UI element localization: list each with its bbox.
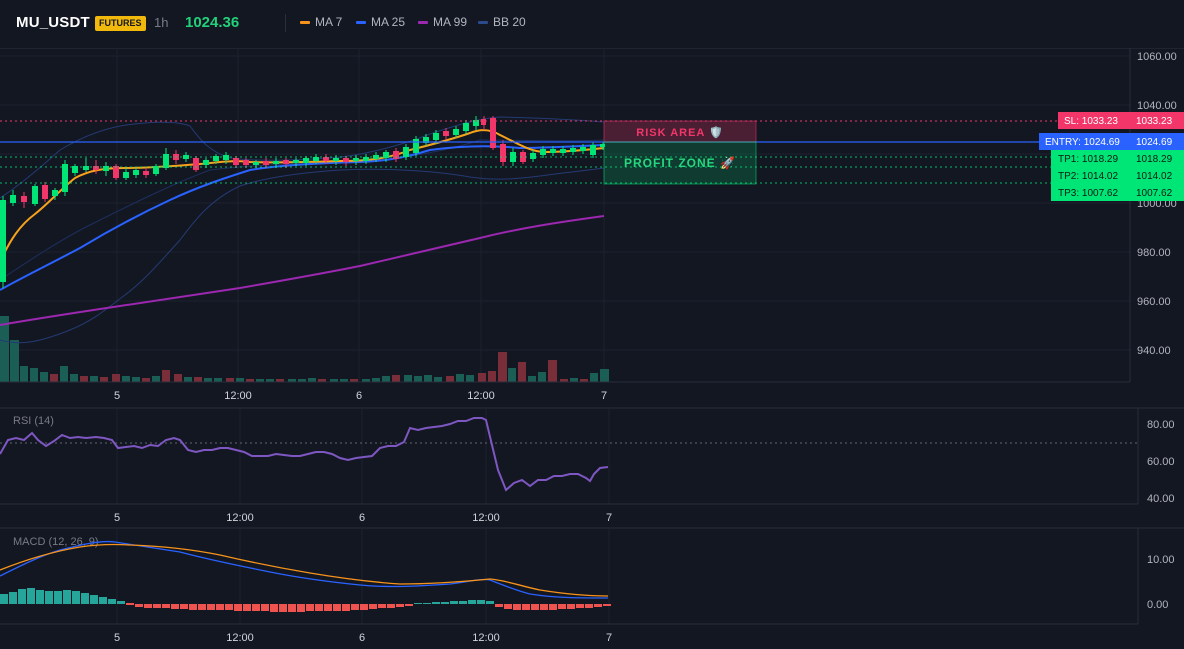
price-tick: 1060.00: [1137, 51, 1177, 63]
time-tick: 12:00: [226, 632, 254, 644]
sl-label: SL: 1033.23: [1064, 116, 1118, 127]
tp3-price-box[interactable]: [1129, 184, 1184, 201]
time-tick: 12:00: [467, 390, 495, 402]
entry-price: 1024.69: [1136, 137, 1173, 148]
header-divider: [285, 14, 286, 32]
time-tick: 5: [114, 632, 120, 644]
time-tick: 12:00: [472, 512, 500, 524]
time-tick: 5: [114, 512, 120, 524]
price-tick: 1040.00: [1137, 100, 1177, 112]
time-tick: 5: [114, 390, 120, 402]
bb20-swatch-icon: [478, 20, 488, 24]
time-tick: 6: [359, 632, 365, 644]
tp2-price-box[interactable]: [1129, 167, 1184, 184]
ma25-swatch-icon: [356, 20, 366, 24]
price-axis[interactable]: 1060.00 1040.00 1000.00 980.00 960.00 94…: [1129, 48, 1177, 382]
rsi-tick: 40.00: [1147, 493, 1175, 505]
timeframe-label[interactable]: 1h: [154, 15, 169, 30]
tp1-label: TP1: 1018.29: [1058, 154, 1118, 165]
time-tick: 12:00: [472, 632, 500, 644]
rsi-title: RSI (14): [13, 415, 54, 427]
legend-ma99[interactable]: MA 99: [418, 15, 467, 29]
tp3-price: 1007.62: [1136, 188, 1173, 199]
price-grid: [0, 48, 1130, 382]
tp1-label-box[interactable]: [1051, 150, 1129, 167]
futures-badge: FUTURES: [95, 16, 146, 31]
legend-ma7[interactable]: MA 7: [300, 15, 342, 29]
tp1-price-box[interactable]: [1129, 150, 1184, 167]
macd-tick: 10.00: [1147, 554, 1175, 566]
macd-signal-line[interactable]: [0, 543, 609, 597]
profit-zone-label: PROFIT ZONE 🚀: [624, 156, 736, 170]
sl-label-box[interactable]: [1058, 112, 1129, 129]
time-tick: 6: [356, 390, 362, 402]
time-tick: 7: [601, 390, 607, 402]
symbol-label[interactable]: MU_USDT: [16, 14, 90, 31]
legend-ma25-label: MA 25: [371, 15, 406, 29]
macd-panel[interactable]: MACD (12, 26, 9): [0, 527, 1184, 644]
macd-histogram: [0, 588, 611, 612]
entry-label-box[interactable]: [1039, 133, 1129, 150]
rsi-line[interactable]: [0, 417, 609, 492]
risk-area-label: RISK AREA 🛡️: [636, 126, 723, 139]
ma25-line[interactable]: [0, 144, 605, 291]
time-tick: 12:00: [226, 512, 254, 524]
legend-bb20-label: BB 20: [493, 15, 526, 29]
time-tick: 12:00: [224, 390, 252, 402]
sl-price-box[interactable]: [1129, 112, 1184, 129]
price-panel[interactable]: RISK AREA 🛡️ PROFIT ZONE 🚀: [0, 48, 1130, 382]
legend-ma7-label: MA 7: [315, 15, 343, 29]
time-tick: 7: [606, 512, 612, 524]
legend-ma25[interactable]: MA 25: [356, 15, 405, 29]
legend-bb20[interactable]: BB 20: [478, 15, 526, 29]
tp2-price: 1014.02: [1136, 171, 1173, 182]
sl-price: 1033.23: [1136, 116, 1173, 127]
macd-line[interactable]: [0, 540, 609, 599]
volume-bars: [0, 316, 609, 382]
price-tick: 940.00: [1137, 345, 1171, 357]
profit-zone[interactable]: [603, 141, 757, 185]
tp2-label-box[interactable]: [1051, 167, 1129, 184]
macd-tick: 0.00: [1147, 599, 1168, 611]
tp2-label: TP2: 1014.02: [1058, 171, 1118, 182]
rsi-panel[interactable]: RSI (14) 80.00 60.00 40.00 5 12:00 6 12:…: [0, 407, 1184, 524]
tp3-label: TP3: 1007.62: [1058, 188, 1118, 199]
main-time-axis[interactable]: 5 12:00 6 12:00 7: [0, 381, 1130, 402]
rsi-tick: 80.00: [1147, 419, 1175, 431]
chart-header: MU_USDT FUTURES 1h 1024.36 MA 7 MA 25 MA…: [0, 0, 1184, 49]
time-tick: 7: [606, 632, 612, 644]
time-tick: 6: [359, 512, 365, 524]
entry-price-box[interactable]: [1129, 133, 1184, 150]
tp3-label-box[interactable]: [1051, 184, 1129, 201]
ma7-swatch-icon: [300, 20, 310, 24]
level-labels[interactable]: SL: 1033.23 1033.23 ENTRY: 1024.69 1024.…: [1039, 112, 1184, 201]
ma99-swatch-icon: [418, 20, 428, 24]
tp1-price: 1018.29: [1136, 154, 1173, 165]
ma99-line[interactable]: [0, 215, 605, 326]
rsi-tick: 60.00: [1147, 456, 1175, 468]
last-price: 1024.36: [185, 14, 240, 31]
entry-label: ENTRY: 1024.69: [1045, 137, 1120, 148]
price-tick: 980.00: [1137, 247, 1171, 259]
macd-title: MACD (12, 26, 9): [13, 536, 99, 548]
legend-ma99-label: MA 99: [433, 15, 468, 29]
price-tick: 960.00: [1137, 296, 1171, 308]
